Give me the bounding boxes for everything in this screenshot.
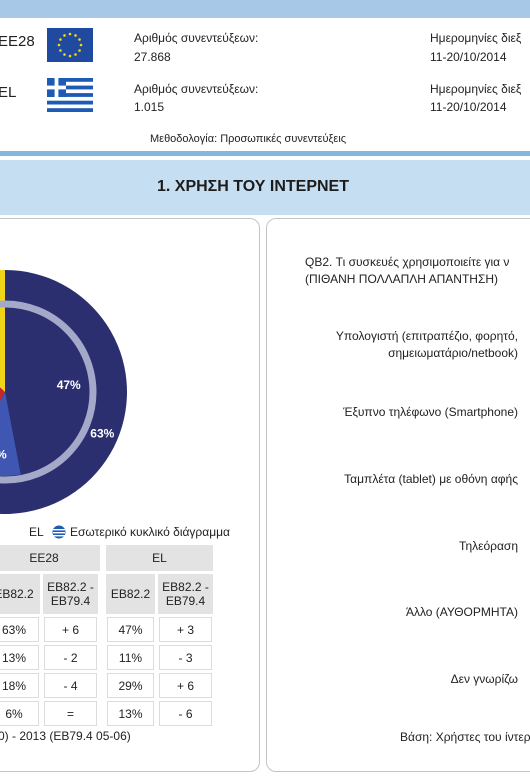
question: (ΠΙΘΑΝΗ ΠΟΛΛΑΠΛΗ ΑΠΑΝΤΗΣΗ) (305, 272, 499, 286)
sub-header: EB82.2 - EB79.4 (158, 574, 213, 614)
table-cell: 29% (107, 673, 154, 698)
answer-label: Άλλο (ΑΥΘΟΡΜΗΤΑ) (405, 605, 518, 619)
table-cell: + 6 (44, 617, 97, 642)
country-code: EE28 (0, 33, 35, 50)
group-header: EE28 (0, 545, 100, 571)
answer-label: Τηλεόραση (459, 539, 518, 553)
footnote: 0) - 2013 (EB79.4 05-06) (0, 729, 131, 743)
dates-label: Ημερομηνίες διεξ (430, 82, 522, 96)
section-banner (0, 160, 530, 215)
answer-label: σημειωματάριο/netbook) (388, 346, 518, 360)
question: QB2. Τι συσκευές χρησιμοποιείτε για ν (305, 255, 510, 269)
interviews-label: Αριθμός συνεντεύξεων: (134, 31, 259, 45)
pie-slice (0, 387, 5, 402)
ring-separator (0, 300, 97, 484)
dates: 11-20/10/2014 (430, 50, 507, 64)
table-cell: 6% (0, 701, 39, 726)
table-cell: - 3 (159, 645, 212, 670)
sub-header: EB82.2 - EB79.4 (43, 574, 98, 614)
table-cell: 47% (107, 617, 154, 642)
dates: 11-20/10/2014 (430, 100, 507, 114)
interviews-count: 1.015 (134, 100, 165, 114)
table-cell: 13% (0, 645, 39, 670)
methodology: Μεθοδολογία: Προσωπικές συνεντεύξεις (150, 133, 347, 145)
answer-label: Υπολογιστή (επιτραπέζιο, φορητό, (335, 329, 518, 343)
eu-flag (47, 28, 93, 62)
slice-label: 63% (90, 426, 114, 440)
section-title: 1. ΧΡΗΣΗ ΤΟΥ ΙΝΤΕΡΝΕΤ (156, 178, 349, 195)
table-cell: - 4 (44, 673, 97, 698)
table-cell: 18% (0, 673, 39, 698)
country-code: EL (0, 84, 17, 101)
legend-flag (52, 525, 66, 539)
table-cell: - 2 (44, 645, 97, 670)
interviews-label: Αριθμός συνεντεύξεων: (134, 82, 259, 96)
sub-header: EB82.2 (106, 574, 155, 614)
table-cell: + 3 (159, 617, 212, 642)
table-cell: = (44, 701, 97, 726)
right-panel (266, 218, 530, 772)
pie-chart: 63%13%18%6%47%11%29%13% (0, 270, 127, 514)
answer-label: Δεν γνωρίζω (450, 672, 518, 686)
pie-slice (5, 308, 90, 475)
table-cell: 63% (0, 617, 39, 642)
group-header: EL (106, 545, 213, 571)
pie-slice (0, 392, 21, 476)
table-cell: 11% (107, 645, 154, 670)
slice-label: 47% (57, 378, 81, 392)
base-note: Βάση: Χρήστες του ίντερ (400, 730, 530, 744)
legend-code: EL (29, 525, 44, 539)
top-bar (0, 0, 530, 18)
dates-label: Ημερομηνίες διεξ (430, 31, 522, 45)
legend-text: Εσωτερικό κυκλικό διάγραμμα (70, 525, 230, 539)
table-cell: 13% (107, 701, 154, 726)
pie-slice (0, 308, 5, 392)
slice-label: 11% (0, 447, 7, 461)
table-cell: + 6 (159, 673, 212, 698)
table-cell: - 6 (159, 701, 212, 726)
interviews-count: 27.868 (134, 50, 171, 64)
gr-flag (47, 78, 93, 112)
sub-header: EB82.2 (0, 574, 40, 614)
answer-label: Ταμπλέτα (tablet) με οθόνη αφής (344, 472, 518, 486)
answer-label: Έξυπνο τηλέφωνο (Smartphone) (343, 405, 518, 419)
divider (0, 151, 530, 156)
